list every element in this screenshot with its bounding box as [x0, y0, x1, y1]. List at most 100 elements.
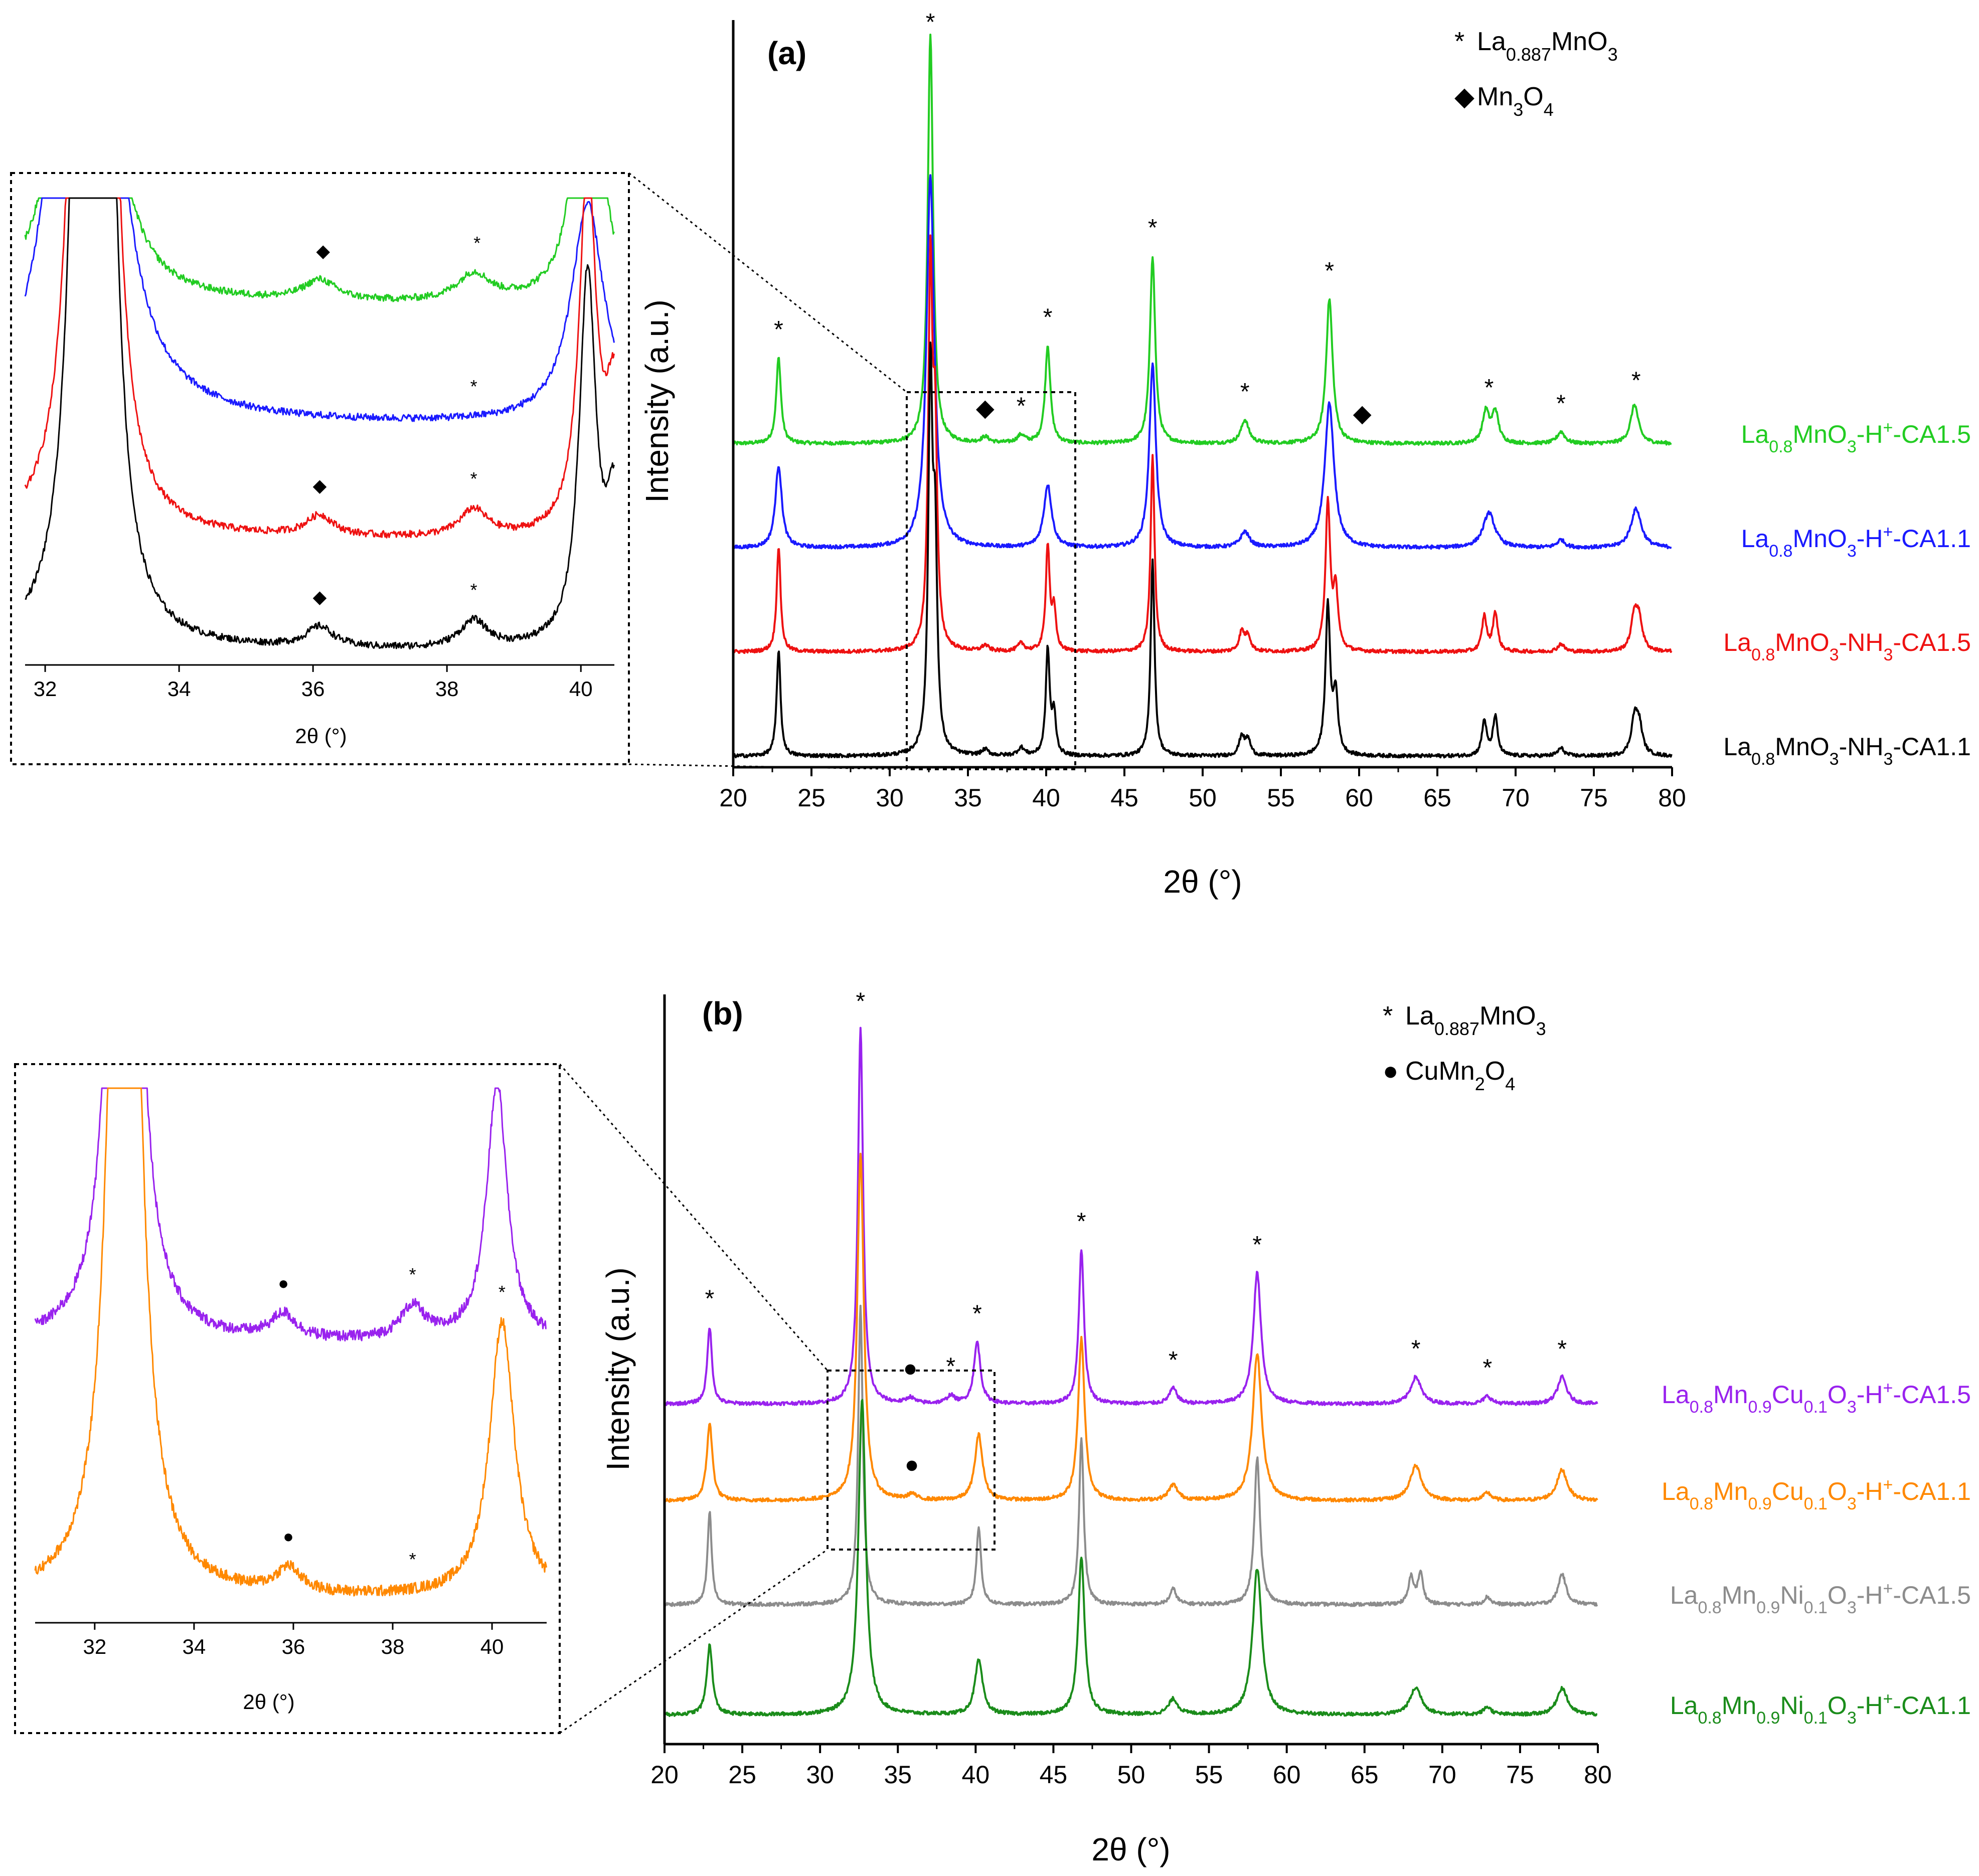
panel-a-inset-xlabel: 2θ (°)	[295, 724, 347, 748]
x-tick-label: 70	[1502, 784, 1530, 812]
phase-marker: *	[1411, 1336, 1421, 1362]
legend-label: La0.887MnO3	[1405, 1001, 1546, 1039]
x-tick-label: 45	[1110, 784, 1138, 812]
inset-tick-label: 40	[569, 677, 593, 701]
series-line	[732, 342, 1673, 759]
panel-a-plot	[732, 34, 1673, 759]
panel-b-inset-x-ticks: 32 34 36 38 40	[83, 1623, 504, 1658]
phase-marker: ◆	[1353, 401, 1372, 427]
x-tick-label: 50	[1117, 1761, 1145, 1789]
phase-marker: *	[1485, 375, 1494, 401]
panel-b-ylabel: Intensity (a.u.)	[600, 1267, 636, 1471]
inset-phase-marker: ◆	[313, 475, 327, 496]
phase-marker: *	[946, 1353, 955, 1380]
panel-b-zoom-box	[827, 1370, 996, 1551]
inset-phase-marker: ●	[283, 1526, 294, 1547]
series-label: La0.8Mn0.9Ni0.1O3-H+-CA1.5	[1670, 1579, 1971, 1617]
series-label: La0.8Mn0.9Ni0.1O3-H+-CA1.1	[1670, 1689, 1971, 1728]
inset-series-line	[24, 197, 615, 422]
inset-phase-marker: *	[470, 468, 477, 489]
inset-phase-marker: *	[473, 233, 480, 253]
panel-b-plot	[664, 1027, 1598, 1717]
legend-marker: *	[1454, 27, 1464, 56]
phase-marker: *	[1252, 1232, 1262, 1258]
panel-a: 20 25 30 35 40 45 50 55 60 65 70 75 80 (a) 2θ (°) In…	[10, 9, 1971, 900]
panel-b-phase-markers: * * * * * * * * * ● * ●	[705, 988, 1567, 1478]
series-label: La0.8Mn0.9Cu0.1O3-H+-CA1.5	[1662, 1379, 1971, 1417]
x-tick-label: 75	[1580, 784, 1608, 812]
panel-b-label: (b)	[702, 995, 743, 1032]
panel-b-x-ticks: 20 25 30 35 40 45 50 55 60 65 70 75 80	[650, 1744, 1612, 1789]
series-line	[664, 1304, 1598, 1607]
inset-phase-marker: *	[409, 1549, 416, 1570]
legend-label: La0.887MnO3	[1477, 27, 1618, 65]
x-tick-label: 40	[962, 1761, 990, 1789]
inset-tick-label: 32	[83, 1635, 106, 1658]
panel-b-zoom-connector-top	[559, 1064, 829, 1371]
phase-marker: ●	[903, 1355, 918, 1382]
series-line	[664, 1399, 1598, 1717]
x-tick-label: 30	[806, 1761, 834, 1789]
x-tick-label: 65	[1351, 1761, 1379, 1789]
panel-b-series-labels: La0.8Mn0.9Cu0.1O3-H+-CA1.5 La0.8Mn0.9Cu0.…	[1662, 1379, 1971, 1728]
x-tick-label: 50	[1189, 784, 1217, 812]
series-label: La0.8MnO3-NH3-CA1.5	[1723, 628, 1971, 664]
inset-tick-label: 34	[183, 1635, 206, 1658]
inset-phase-marker: ●	[278, 1273, 289, 1293]
x-tick-label: 80	[1584, 1761, 1612, 1789]
panel-a-inset-x-ticks: 32 34 36 38 40	[34, 665, 593, 701]
inset-series-line	[25, 197, 615, 650]
panel-b-inset: ● * ● * *	[34, 1087, 548, 1597]
legend-marker: ◆	[1454, 82, 1474, 111]
panel-a-legend: * La0.887MnO3◆ Mn3O4	[1454, 27, 1618, 120]
phase-marker: ●	[905, 1452, 919, 1478]
legend-marker: *	[1383, 1001, 1393, 1031]
inset-tick-label: 34	[168, 677, 191, 701]
panel-a-xlabel: 2θ (°)	[1163, 864, 1242, 900]
legend-label: CuMn2O4	[1405, 1057, 1515, 1094]
x-tick-label: 20	[719, 784, 747, 812]
inset-tick-label: 38	[381, 1635, 405, 1658]
inset-tick-label: 36	[301, 677, 325, 701]
panel-a-zoom-connector-bottom	[628, 763, 907, 770]
x-tick-label: 20	[650, 1761, 679, 1789]
phase-marker: *	[1240, 379, 1250, 405]
legend-marker: ●	[1383, 1057, 1398, 1086]
phase-marker: *	[856, 988, 865, 1015]
x-tick-label: 60	[1345, 784, 1373, 812]
phase-marker: *	[774, 316, 783, 343]
phase-marker: *	[1325, 258, 1334, 284]
panel-a-inset-frame	[10, 172, 630, 765]
inset-phase-marker: ◆	[313, 587, 327, 607]
inset-tick-label: 32	[34, 677, 57, 701]
phase-marker: *	[926, 9, 935, 36]
x-tick-label: 55	[1195, 1761, 1223, 1789]
series-line	[732, 234, 1673, 654]
x-tick-label: 25	[728, 1761, 756, 1789]
x-tick-label: 35	[954, 784, 982, 812]
phase-marker: *	[1556, 391, 1566, 417]
series-label: La0.8MnO3-H+-CA1.1	[1741, 523, 1971, 561]
series-line	[664, 1027, 1598, 1407]
x-tick-label: 75	[1506, 1761, 1534, 1789]
x-tick-label: 35	[884, 1761, 912, 1789]
inset-phase-marker: ◆	[316, 241, 330, 261]
phase-marker: *	[1148, 215, 1158, 241]
panel-a-zoom-box	[906, 391, 1076, 770]
series-line	[664, 1152, 1598, 1503]
inset-series-line	[24, 197, 615, 539]
phase-marker: *	[1482, 1355, 1492, 1382]
phase-marker: *	[1169, 1347, 1178, 1374]
x-tick-label: 65	[1423, 784, 1451, 812]
panel-a-label: (a)	[767, 35, 806, 71]
phase-marker: *	[1017, 393, 1026, 419]
series-label: La0.8Mn0.9Cu0.1O3-H+-CA1.1	[1662, 1475, 1971, 1513]
panel-b: 20 25 30 35 40 45 50 55 60 65 70 75 80 (b) 2θ (°) In…	[14, 988, 1971, 1867]
panel-b-inset-frame	[14, 1063, 561, 1734]
x-tick-label: 60	[1273, 1761, 1301, 1789]
phase-marker: *	[972, 1300, 982, 1327]
phase-marker: *	[1631, 368, 1641, 394]
series-label: La0.8MnO3-H+-CA1.5	[1741, 418, 1971, 456]
x-tick-label: 80	[1658, 784, 1686, 812]
